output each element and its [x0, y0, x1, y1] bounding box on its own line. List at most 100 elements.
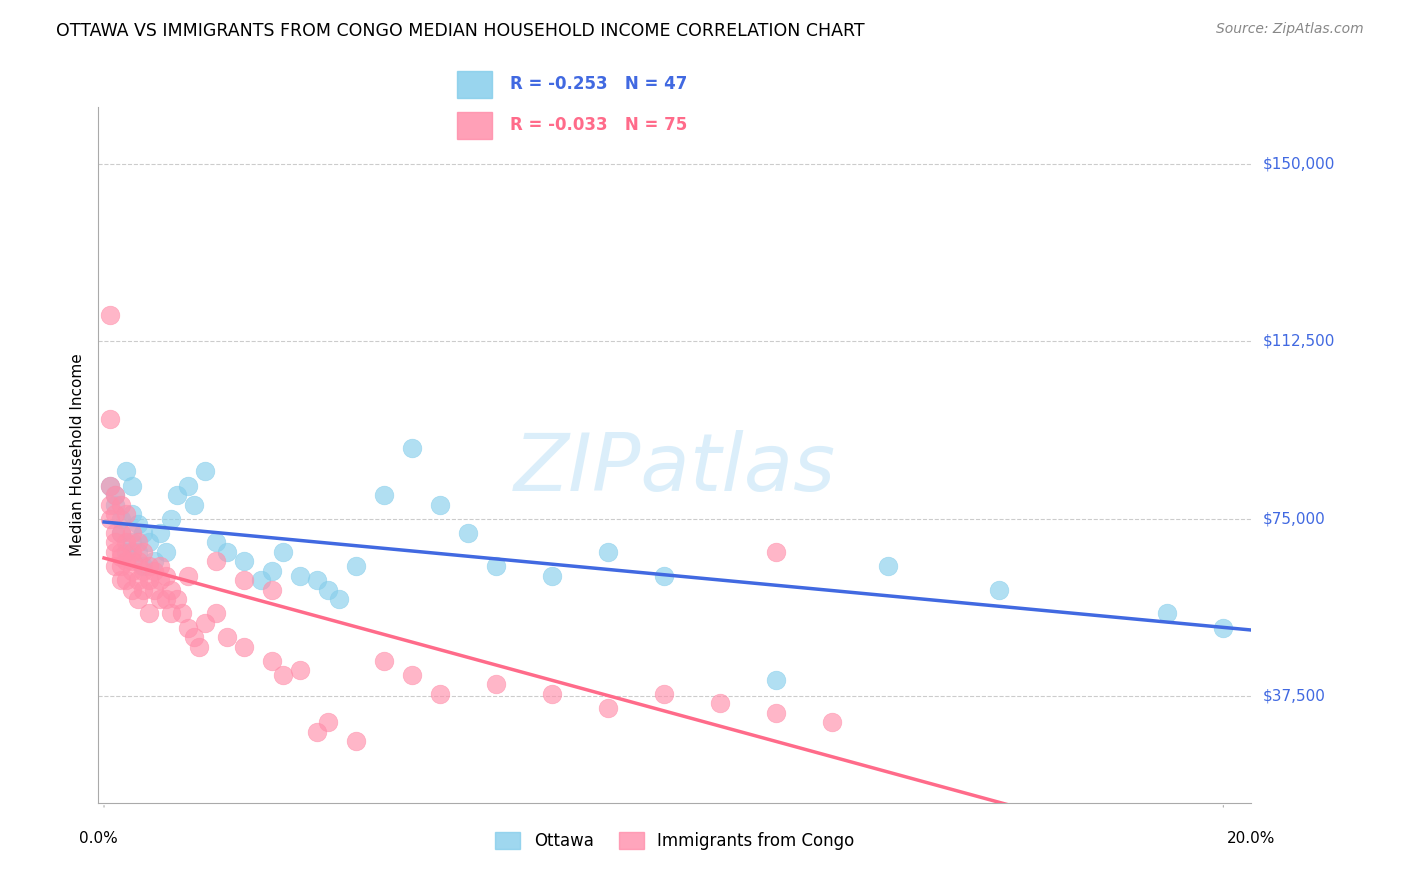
Point — [110, 549, 132, 564]
Point — [121, 564, 143, 578]
Point — [143, 582, 166, 597]
Point — [155, 545, 177, 559]
Point — [143, 564, 166, 578]
Point — [183, 630, 205, 644]
Point — [115, 507, 138, 521]
Point — [121, 545, 143, 559]
Point — [316, 582, 339, 597]
Point — [205, 607, 228, 621]
Point — [132, 564, 155, 578]
Point — [765, 545, 787, 559]
Point — [217, 545, 239, 559]
Point — [127, 545, 149, 559]
Point — [328, 592, 350, 607]
Point — [127, 516, 149, 531]
Point — [132, 545, 155, 559]
Text: $37,500: $37,500 — [1263, 689, 1326, 704]
Point — [121, 526, 143, 541]
Point — [104, 545, 127, 559]
Point — [652, 687, 675, 701]
Point — [271, 668, 294, 682]
Point — [98, 412, 121, 426]
Point — [104, 535, 127, 549]
Point — [132, 526, 155, 541]
Text: 0.0%: 0.0% — [79, 830, 118, 846]
Point — [177, 568, 200, 582]
Point — [149, 526, 172, 541]
Point — [121, 478, 143, 492]
Point — [271, 545, 294, 559]
Point — [596, 701, 619, 715]
Point — [155, 592, 177, 607]
Point — [104, 488, 127, 502]
Point — [166, 592, 188, 607]
Point — [138, 607, 160, 621]
Point — [373, 654, 395, 668]
Point — [110, 526, 132, 541]
Point — [232, 640, 254, 654]
Y-axis label: Median Household Income: Median Household Income — [69, 353, 84, 557]
Point — [485, 677, 508, 691]
Point — [149, 592, 172, 607]
Point — [138, 574, 160, 588]
Point — [110, 574, 132, 588]
Point — [429, 687, 451, 701]
Point — [401, 441, 423, 455]
Point — [160, 512, 183, 526]
Point — [172, 607, 194, 621]
Point — [115, 465, 138, 479]
Text: ZIPatlas: ZIPatlas — [513, 430, 837, 508]
Point — [104, 526, 127, 541]
Point — [160, 582, 183, 597]
Point — [205, 554, 228, 568]
Point — [121, 554, 143, 568]
Point — [127, 574, 149, 588]
Point — [217, 630, 239, 644]
Point — [110, 498, 132, 512]
Point — [988, 582, 1011, 597]
Point — [98, 498, 121, 512]
Bar — [457, 112, 492, 139]
Point — [127, 592, 149, 607]
Point — [765, 673, 787, 687]
Text: $150,000: $150,000 — [1263, 156, 1334, 171]
Point — [205, 535, 228, 549]
Point — [110, 559, 132, 574]
Point — [820, 715, 842, 730]
Point — [288, 663, 311, 677]
Point — [115, 554, 138, 568]
Point — [429, 498, 451, 512]
Point — [485, 559, 508, 574]
Point — [98, 478, 121, 492]
Point — [121, 507, 143, 521]
Point — [127, 535, 149, 549]
Text: Source: ZipAtlas.com: Source: ZipAtlas.com — [1216, 22, 1364, 37]
Point — [110, 545, 132, 559]
Text: 20.0%: 20.0% — [1227, 830, 1275, 846]
Point — [188, 640, 211, 654]
Point — [305, 574, 328, 588]
Point — [138, 535, 160, 549]
Point — [305, 724, 328, 739]
Point — [1156, 607, 1178, 621]
Point — [194, 465, 217, 479]
Point — [194, 615, 217, 630]
Point — [127, 554, 149, 568]
Point — [765, 706, 787, 720]
Point — [155, 568, 177, 582]
Point — [876, 559, 898, 574]
Point — [540, 568, 562, 582]
Text: $112,500: $112,500 — [1263, 334, 1334, 349]
Point — [183, 498, 205, 512]
Point — [288, 568, 311, 582]
Point — [160, 607, 183, 621]
Point — [316, 715, 339, 730]
Point — [132, 582, 155, 597]
Point — [540, 687, 562, 701]
Point — [260, 582, 283, 597]
Text: R = -0.033   N = 75: R = -0.033 N = 75 — [509, 116, 688, 134]
Point — [104, 488, 127, 502]
Point — [110, 512, 132, 526]
Text: R = -0.253   N = 47: R = -0.253 N = 47 — [509, 75, 688, 93]
Point — [149, 559, 172, 574]
